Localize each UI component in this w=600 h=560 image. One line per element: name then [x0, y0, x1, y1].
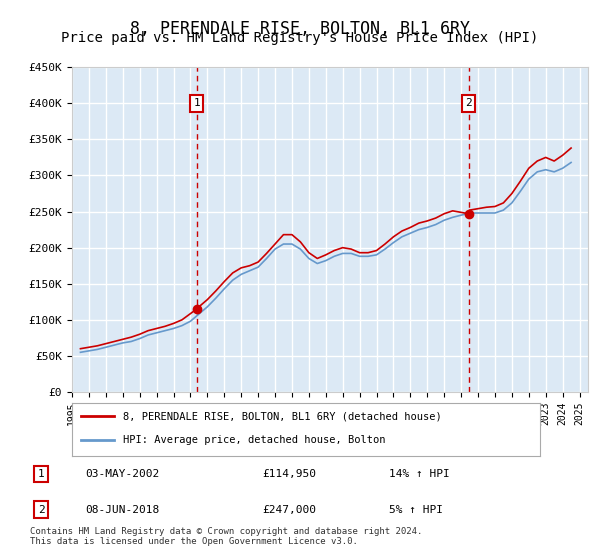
Text: 1: 1	[38, 469, 44, 479]
Text: Price paid vs. HM Land Registry's House Price Index (HPI): Price paid vs. HM Land Registry's House …	[61, 31, 539, 45]
Text: Contains HM Land Registry data © Crown copyright and database right 2024.
This d: Contains HM Land Registry data © Crown c…	[30, 526, 422, 546]
Text: £247,000: £247,000	[262, 505, 316, 515]
Text: 8, PERENDALE RISE, BOLTON, BL1 6RY (detached house): 8, PERENDALE RISE, BOLTON, BL1 6RY (deta…	[124, 412, 442, 422]
Text: £114,950: £114,950	[262, 469, 316, 479]
Text: 8, PERENDALE RISE, BOLTON, BL1 6RY: 8, PERENDALE RISE, BOLTON, BL1 6RY	[130, 20, 470, 38]
Text: 08-JUN-2018: 08-JUN-2018	[85, 505, 160, 515]
Text: HPI: Average price, detached house, Bolton: HPI: Average price, detached house, Bolt…	[124, 436, 386, 445]
Text: 1: 1	[193, 99, 200, 108]
Text: 5% ↑ HPI: 5% ↑ HPI	[389, 505, 443, 515]
Text: 2: 2	[38, 505, 44, 515]
Text: 03-MAY-2002: 03-MAY-2002	[85, 469, 160, 479]
Text: 14% ↑ HPI: 14% ↑ HPI	[389, 469, 449, 479]
Text: 2: 2	[465, 99, 472, 108]
